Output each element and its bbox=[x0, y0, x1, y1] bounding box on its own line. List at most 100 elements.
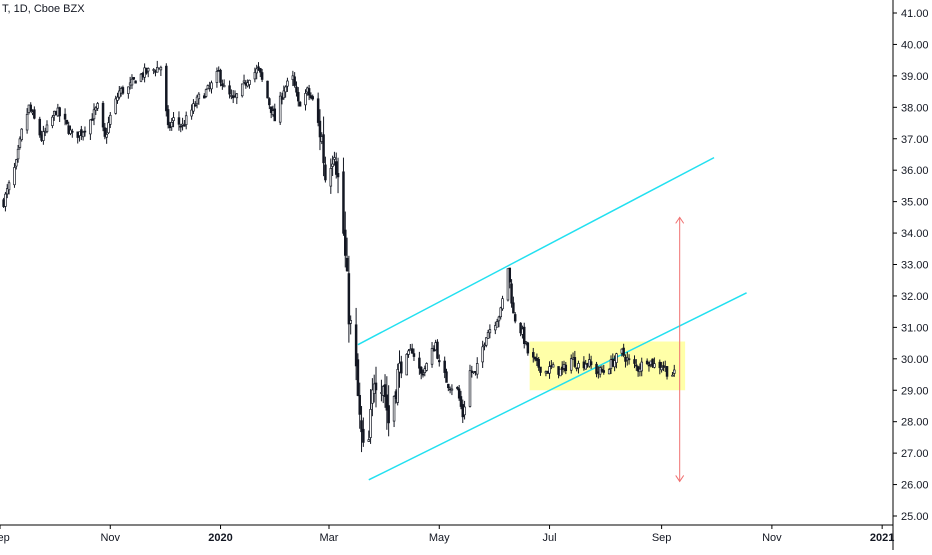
candle-body bbox=[127, 86, 130, 94]
candle bbox=[166, 105, 170, 129]
candle-body bbox=[347, 273, 351, 325]
y-tick-label: 32.00 bbox=[901, 291, 929, 303]
candle-body bbox=[622, 347, 625, 356]
candle-body bbox=[197, 93, 201, 100]
candle-body bbox=[396, 369, 399, 403]
candle-body bbox=[269, 106, 273, 113]
candle-body bbox=[358, 395, 361, 415]
candle-body bbox=[457, 388, 461, 399]
candle bbox=[600, 365, 604, 373]
candle-body bbox=[324, 164, 327, 181]
candle-body bbox=[613, 360, 616, 368]
candle-body bbox=[67, 125, 70, 134]
candle-body bbox=[447, 383, 450, 389]
candle-body bbox=[445, 371, 448, 383]
candle bbox=[425, 362, 428, 372]
candle-body bbox=[485, 337, 488, 346]
candle-body bbox=[65, 119, 69, 124]
candle bbox=[293, 72, 296, 88]
candle-body bbox=[181, 123, 184, 126]
candle bbox=[645, 358, 649, 365]
candle-body bbox=[228, 85, 231, 95]
candle-body bbox=[195, 96, 199, 105]
candle bbox=[15, 158, 18, 170]
candle bbox=[33, 106, 36, 120]
candle bbox=[240, 83, 244, 98]
candle-body bbox=[522, 326, 526, 344]
candle-body bbox=[418, 357, 421, 369]
candle bbox=[595, 361, 598, 378]
candle-body bbox=[103, 127, 107, 137]
candle-body bbox=[257, 66, 260, 69]
candle bbox=[445, 368, 448, 383]
candle bbox=[419, 366, 423, 380]
chart-legend: T, 1D, Cboe BZX bbox=[2, 3, 85, 15]
candle-body bbox=[362, 428, 365, 443]
candle bbox=[334, 152, 338, 179]
candle bbox=[29, 102, 32, 113]
candle-body bbox=[407, 350, 410, 355]
candle bbox=[318, 109, 322, 151]
candle bbox=[662, 361, 665, 372]
candle bbox=[210, 80, 213, 94]
candle bbox=[184, 111, 188, 130]
candle bbox=[673, 364, 676, 377]
candle bbox=[5, 184, 9, 199]
candle bbox=[622, 343, 625, 358]
candle bbox=[615, 352, 618, 369]
candle-body bbox=[33, 109, 36, 119]
candle bbox=[385, 376, 389, 430]
candle bbox=[367, 430, 371, 442]
candle-body bbox=[615, 353, 618, 363]
candle bbox=[577, 360, 580, 374]
candle-body bbox=[412, 353, 416, 357]
candle bbox=[204, 88, 208, 98]
candle-body bbox=[297, 91, 300, 102]
candle bbox=[633, 355, 636, 369]
candle-body bbox=[436, 341, 439, 359]
candle-body bbox=[130, 78, 134, 86]
candle bbox=[573, 350, 577, 368]
candle bbox=[345, 237, 349, 272]
y-tick-label: 38.00 bbox=[901, 102, 929, 114]
candle bbox=[280, 92, 284, 105]
candle bbox=[63, 108, 67, 126]
channel-lower-line bbox=[368, 292, 747, 481]
candle-body bbox=[7, 182, 11, 191]
candle-body bbox=[537, 359, 540, 368]
candle bbox=[20, 128, 23, 142]
candle-body bbox=[329, 168, 333, 187]
candle-body bbox=[360, 420, 363, 433]
candle-body bbox=[438, 360, 441, 363]
candle-body bbox=[584, 363, 587, 370]
candle bbox=[221, 79, 224, 90]
candle-body bbox=[268, 98, 271, 106]
candle bbox=[513, 312, 517, 324]
candle-body bbox=[177, 117, 181, 125]
candle-body bbox=[298, 101, 302, 107]
candle bbox=[259, 67, 262, 78]
candle-body bbox=[425, 363, 428, 371]
candle bbox=[485, 337, 488, 348]
candle bbox=[575, 367, 578, 372]
candle-body bbox=[204, 89, 208, 97]
candle bbox=[506, 268, 510, 302]
y-tick-label: 26.00 bbox=[901, 480, 929, 492]
candle bbox=[18, 136, 22, 150]
candle-body bbox=[345, 257, 349, 272]
candle bbox=[564, 361, 568, 375]
candle bbox=[548, 361, 551, 379]
legend-exchange: Cboe BZX bbox=[33, 3, 85, 15]
candle-body bbox=[430, 348, 434, 365]
candle-body bbox=[513, 314, 517, 322]
y-tick-label: 27.00 bbox=[901, 448, 929, 460]
candle-body bbox=[336, 172, 340, 178]
candle bbox=[42, 125, 45, 145]
candle-body bbox=[293, 76, 296, 86]
candle bbox=[584, 359, 587, 370]
candle bbox=[96, 101, 99, 111]
candle-body bbox=[645, 360, 649, 365]
x-tick-label: 2021 bbox=[870, 532, 894, 544]
